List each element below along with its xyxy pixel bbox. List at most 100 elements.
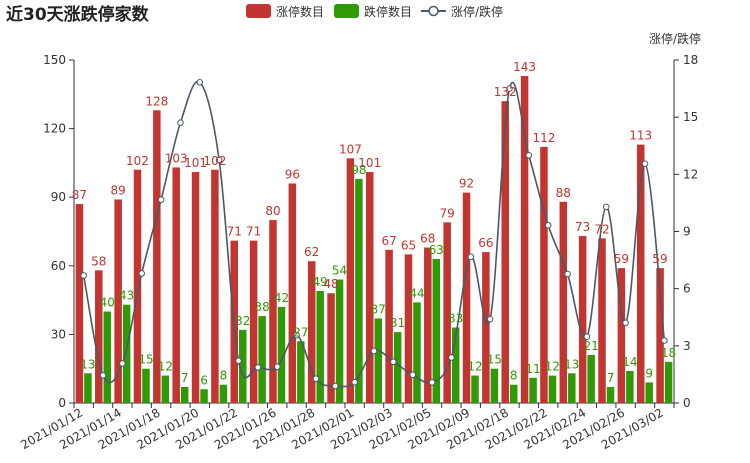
- ratio-point: [80, 272, 87, 279]
- bar-up: [366, 172, 374, 403]
- data-label-down: 13: [564, 357, 579, 371]
- bar-up: [153, 110, 161, 403]
- data-label-down: 7: [607, 371, 615, 385]
- ratio-point: [409, 371, 417, 379]
- data-label-down: 13: [80, 357, 95, 371]
- legend-label-1: 涨停数目: [276, 4, 324, 19]
- data-label-down: 7: [181, 371, 189, 385]
- data-label-up: 71: [246, 225, 261, 239]
- bar-up: [288, 183, 297, 403]
- bar-down: [142, 368, 150, 403]
- ratio-point: [119, 360, 126, 367]
- data-label-up: 72: [594, 222, 609, 236]
- data-label-up: 58: [91, 254, 106, 268]
- bar-down: [490, 368, 499, 403]
- bar-up: [578, 236, 587, 403]
- data-label-up: 68: [420, 232, 435, 246]
- bar-up: [385, 249, 393, 403]
- ratio-point: [525, 151, 533, 159]
- data-label-down: 8: [220, 369, 228, 383]
- data-label-down: 18: [661, 346, 676, 360]
- ratio-point: [293, 331, 300, 339]
- data-label-up: 79: [440, 206, 455, 220]
- bar-down: [587, 354, 595, 403]
- data-label-up: 65: [401, 238, 416, 252]
- bar-up: [656, 268, 664, 403]
- data-label-down: 21: [584, 339, 599, 353]
- data-label-up: 73: [575, 220, 590, 234]
- data-label-down: 54: [332, 264, 347, 278]
- bar-up: [249, 240, 258, 403]
- bar-down: [548, 375, 557, 403]
- ratio-point: [467, 253, 475, 261]
- ratio-point: [177, 119, 184, 126]
- ratio-point: [428, 379, 436, 386]
- data-label-down: 14: [622, 355, 637, 369]
- bar-up: [191, 172, 200, 403]
- legend-swatch-2: [334, 4, 359, 18]
- data-label-up: 66: [478, 236, 493, 250]
- bar-down: [316, 290, 324, 403]
- ratio-point: [583, 333, 591, 340]
- legend[interactable]: 涨停数目 跌停数目 涨停/跌停: [246, 4, 503, 19]
- data-label-up: 113: [629, 129, 652, 143]
- bar-up: [520, 76, 529, 404]
- ratio-point: [312, 375, 320, 383]
- data-label-down: 42: [274, 291, 289, 305]
- bar-down: [219, 384, 228, 403]
- data-label-down: 63: [429, 243, 444, 257]
- ratio-point: [448, 354, 455, 361]
- legend-item-1[interactable]: 涨停数目: [246, 4, 324, 19]
- y-left-tick-label: 60: [51, 259, 66, 273]
- bar-down: [335, 279, 344, 403]
- data-label-down: 40: [100, 296, 115, 310]
- ratio-point: [370, 347, 378, 355]
- legend-item-3[interactable]: 涨停/跌停: [421, 4, 503, 19]
- data-label-up: 103: [165, 151, 188, 165]
- data-label-down: 8: [510, 369, 518, 383]
- ratio-point: [99, 372, 107, 379]
- data-label-down: 31: [390, 316, 405, 330]
- data-label-down: 12: [545, 360, 560, 374]
- bar-up: [559, 201, 568, 403]
- ratio-point: [235, 357, 242, 364]
- bar-down: [277, 306, 286, 403]
- ratio-point: [331, 382, 339, 390]
- y-right-tick-label: 0: [683, 396, 691, 410]
- data-label-up: 107: [339, 142, 362, 156]
- data-label-down: 44: [409, 286, 424, 300]
- data-label-down: 33: [448, 312, 463, 326]
- data-label-up: 102: [203, 154, 226, 168]
- data-label-up: 48: [323, 277, 338, 291]
- bar-up: [482, 252, 490, 403]
- bar-down: [626, 370, 634, 403]
- bar-up: [307, 261, 316, 403]
- bar-down: [645, 382, 653, 403]
- ratio-point: [390, 358, 397, 366]
- bar-down: [432, 258, 441, 403]
- bar-up: [95, 270, 103, 403]
- ratio-point: [254, 364, 262, 371]
- bar-up: [501, 101, 509, 403]
- data-label-up: 88: [556, 186, 571, 200]
- y-right-tick-label: 15: [683, 110, 698, 124]
- data-label-up: 96: [285, 167, 300, 181]
- legend-swatch-1: [246, 4, 271, 18]
- data-label-down: 27: [293, 325, 308, 339]
- bar-up: [404, 254, 413, 403]
- legend-item-2[interactable]: 跌停数目: [334, 4, 412, 19]
- y-left-tick-label: 120: [43, 122, 66, 136]
- bar-up: [636, 144, 645, 403]
- ratio-point: [564, 270, 571, 278]
- data-label-down: 37: [371, 302, 386, 316]
- bar-up: [172, 167, 180, 403]
- y-right-tick-label: 12: [683, 167, 698, 181]
- bar-down: [451, 327, 460, 403]
- y-left-tick-label: 150: [43, 53, 66, 67]
- ratio-point: [486, 315, 494, 323]
- bar-down: [471, 375, 479, 403]
- bar-up: [443, 222, 451, 403]
- ratio-point: [351, 378, 358, 386]
- ratio-point: [544, 221, 552, 229]
